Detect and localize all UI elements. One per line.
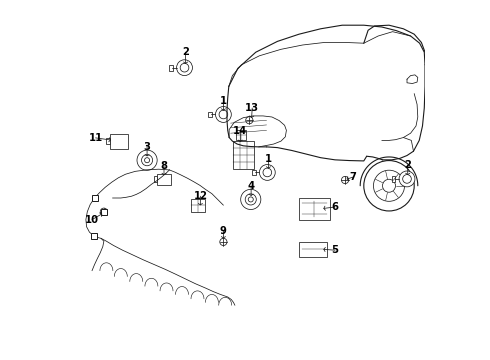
Circle shape xyxy=(364,161,414,211)
Circle shape xyxy=(259,165,275,180)
Circle shape xyxy=(220,238,227,246)
Circle shape xyxy=(241,189,261,210)
Text: 8: 8 xyxy=(161,161,168,171)
Text: 3: 3 xyxy=(144,141,150,152)
Text: 1: 1 xyxy=(220,96,227,106)
Circle shape xyxy=(373,170,405,201)
Circle shape xyxy=(142,155,152,166)
Circle shape xyxy=(383,179,395,192)
Text: 7: 7 xyxy=(349,172,356,182)
Circle shape xyxy=(219,110,228,119)
Bar xyxy=(153,176,157,182)
Bar xyxy=(106,138,110,144)
Bar xyxy=(208,112,212,117)
Bar xyxy=(236,130,246,140)
Text: 9: 9 xyxy=(220,226,227,236)
Circle shape xyxy=(245,194,256,205)
Circle shape xyxy=(216,107,231,122)
Text: 1: 1 xyxy=(265,154,272,164)
Bar xyxy=(157,174,171,185)
Text: 11: 11 xyxy=(89,133,103,143)
Text: 10: 10 xyxy=(85,215,99,225)
Text: 13: 13 xyxy=(245,103,259,113)
Circle shape xyxy=(176,60,193,76)
Text: 5: 5 xyxy=(332,245,339,255)
Circle shape xyxy=(145,158,149,163)
Circle shape xyxy=(248,197,253,202)
Text: 14: 14 xyxy=(233,126,247,136)
Bar xyxy=(298,198,330,220)
Text: 12: 12 xyxy=(194,191,207,201)
Bar xyxy=(233,141,254,169)
Circle shape xyxy=(180,63,189,72)
Text: 6: 6 xyxy=(332,202,339,212)
Circle shape xyxy=(342,176,349,184)
Bar xyxy=(110,134,128,149)
Bar xyxy=(392,176,395,182)
Bar xyxy=(170,65,173,71)
Text: 2: 2 xyxy=(182,47,189,57)
Text: 2: 2 xyxy=(404,160,411,170)
Bar xyxy=(191,199,205,212)
Circle shape xyxy=(100,208,107,215)
Bar xyxy=(299,242,327,257)
Circle shape xyxy=(403,175,411,183)
Circle shape xyxy=(137,150,157,170)
Bar xyxy=(252,170,256,175)
Circle shape xyxy=(245,117,253,124)
Circle shape xyxy=(399,171,415,187)
Circle shape xyxy=(263,168,271,177)
Text: 4: 4 xyxy=(247,181,255,191)
